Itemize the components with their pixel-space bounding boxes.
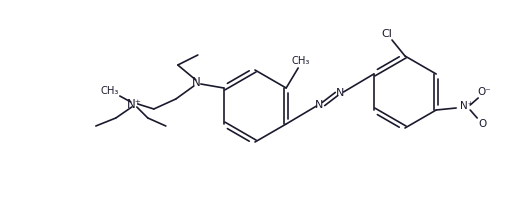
Text: O⁻: O⁻: [477, 87, 491, 97]
Text: CH₃: CH₃: [101, 86, 119, 96]
Text: N: N: [337, 88, 345, 98]
Text: N⁺: N⁺: [126, 98, 141, 111]
Text: O: O: [478, 119, 486, 129]
Text: N: N: [191, 76, 200, 90]
Text: Cl: Cl: [382, 29, 392, 39]
Text: N⁺: N⁺: [460, 101, 473, 111]
Text: CH₃: CH₃: [292, 56, 310, 66]
Text: N: N: [315, 100, 324, 110]
